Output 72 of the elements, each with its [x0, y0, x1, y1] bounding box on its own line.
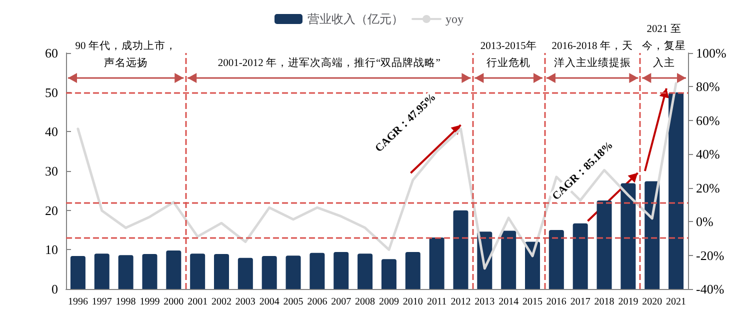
bar [548, 230, 564, 289]
bar [166, 250, 182, 289]
y2-tick-label: 40% [696, 146, 720, 162]
annotation: 2001-2012 年，进军次高端，推行“双品牌战略” [218, 56, 441, 69]
y2-tick-label: 0% [696, 214, 714, 230]
bar [238, 258, 253, 289]
x-tick-label: 2003 [235, 296, 256, 308]
x-tick-label: 2005 [283, 296, 304, 308]
x-tick-label: 2013 [474, 296, 495, 308]
bar [190, 254, 206, 289]
y-tick-label: 40 [45, 124, 58, 140]
bar [334, 252, 349, 289]
bar [310, 252, 325, 289]
y-tick-label: 0 [52, 282, 58, 296]
y-tick-label: 60 [45, 46, 58, 60]
legend-label: yoy [446, 12, 464, 26]
x-tick-label: 2021 [666, 296, 686, 308]
bar [118, 255, 134, 289]
y2-tick-label: 80% [696, 79, 720, 94]
x-tick-label: 2008 [355, 296, 376, 308]
y2-tick-label: 20% [696, 180, 720, 196]
bar [94, 254, 110, 289]
x-tick-label: 2017 [570, 296, 590, 308]
x-tick-label: 1998 [116, 296, 136, 308]
x-tick-label: 2006 [307, 296, 328, 308]
y-tick-label: 10 [45, 242, 58, 258]
bar [262, 256, 277, 289]
y2-tick-label: -40% [696, 282, 724, 296]
x-tick-label: 1996 [68, 296, 88, 308]
annotation: 2013-2015年行业危机 [480, 40, 537, 69]
bar [596, 200, 612, 289]
x-tick-label: 2012 [450, 296, 471, 308]
bar [572, 223, 588, 289]
x-tick-label: 2016 [546, 296, 566, 308]
bar [525, 242, 540, 289]
annotation: 2021 至今，复星入主 [642, 23, 686, 69]
x-tick-label: 2015 [522, 296, 542, 308]
y-tick-label: 50 [45, 84, 58, 100]
x-tick-label: 2002 [212, 296, 232, 308]
annotation: 90 年代，成功上市，声名远扬 [75, 39, 176, 69]
x-tick-label: 2009 [378, 296, 399, 308]
y2-tick-label: 100% [696, 46, 726, 60]
y-tick-label: 20 [45, 202, 58, 218]
x-tick-label: 2010 [402, 296, 423, 308]
y-tick-label: 30 [45, 164, 58, 178]
bar [381, 259, 396, 289]
bar [214, 254, 229, 289]
bar [429, 237, 444, 289]
bar [501, 230, 516, 289]
x-tick-label: 2011 [426, 296, 447, 308]
bar [70, 256, 86, 289]
legend-label: 营业收入（亿元） [308, 12, 404, 26]
bar [668, 92, 684, 289]
bar [358, 254, 373, 289]
annotation: 2016-2018 年，天洋入主业绩提振 [552, 40, 633, 69]
bar [644, 181, 660, 289]
y2-tick-label: -20% [696, 248, 724, 263]
bar [405, 252, 420, 289]
x-tick-label: 2014 [498, 296, 519, 308]
bar [142, 254, 158, 289]
bar [453, 210, 468, 289]
x-tick-label: 2007 [331, 296, 352, 308]
x-tick-label: 1999 [140, 296, 160, 308]
x-tick-label: 2000 [164, 296, 184, 308]
bar [286, 256, 301, 289]
x-tick-label: 2001 [188, 296, 208, 308]
y2-tick-label: 60% [696, 112, 720, 128]
x-tick-label: 2004 [259, 296, 280, 308]
x-tick-label: 2018 [594, 296, 614, 308]
x-tick-label: 1997 [92, 296, 112, 308]
x-tick-label: 2020 [642, 296, 662, 308]
x-tick-label: 2019 [618, 296, 638, 308]
